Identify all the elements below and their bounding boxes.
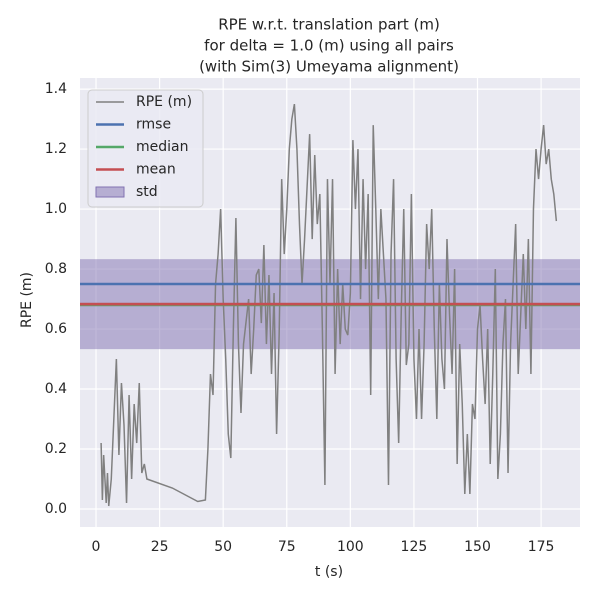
x-tick-label: 25 — [151, 539, 169, 555]
chart-title: RPE w.r.t. translation part (m) — [218, 16, 440, 34]
x-axis-label: t (s) — [315, 564, 343, 580]
y-axis-label: RPE (m) — [19, 272, 35, 328]
legend-swatch — [95, 186, 125, 198]
legend-label: median — [136, 139, 188, 155]
legend-label: mean — [136, 162, 176, 178]
data-line — [100, 103, 558, 507]
x-tick-label: 100 — [337, 539, 364, 555]
y-tick-label: 1.0 — [45, 201, 67, 217]
y-tick-label: 0.8 — [45, 261, 67, 277]
x-tick-label: 125 — [401, 539, 428, 555]
y-tick-label: 0.4 — [45, 381, 67, 397]
x-tick-label: 0 — [92, 539, 101, 555]
y-tick-label: 1.2 — [45, 141, 67, 157]
y-tick-label: 0.2 — [45, 441, 67, 457]
chart-title: (with Sim(3) Umeyama alignment) — [199, 58, 459, 76]
y-tick-label: 0.6 — [45, 321, 67, 337]
x-tick-label: 75 — [278, 539, 296, 555]
chart-title: for delta = 1.0 (m) using all pairs — [204, 37, 454, 55]
y-tick-label: 0.0 — [45, 501, 67, 517]
x-tick-label: 50 — [214, 539, 232, 555]
x-tick-label: 175 — [528, 539, 555, 555]
y-tick-label: 1.4 — [45, 81, 67, 97]
legend-label: std — [136, 184, 158, 200]
legend-label: rmse — [136, 117, 171, 133]
legend-label: RPE (m) — [136, 94, 192, 110]
x-tick-label: 150 — [464, 539, 491, 555]
legend-box — [87, 89, 204, 208]
